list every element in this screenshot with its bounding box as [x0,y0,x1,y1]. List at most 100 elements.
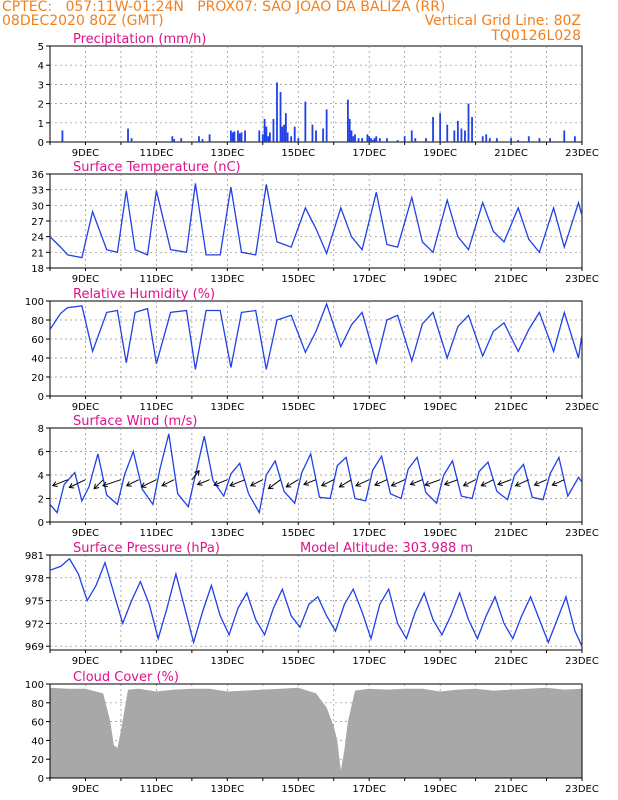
wind-arrow-head [303,480,309,486]
panel-rh: Relative Humidity (%) 0 20 40 60 80 100 9DEC 11D… [25,287,599,413]
x-tick-label: 17DEC [352,274,386,285]
panel-frame [49,45,583,143]
wind-arrow-shaft [515,479,530,487]
wind-arrow-head [125,481,132,487]
precip-bar [354,134,356,142]
x-tick-label: 19DEC [423,148,457,159]
y-tick-label: 18 [31,264,44,275]
precip-bar [233,131,236,142]
x-tick-label: 9DEC [72,402,99,413]
x-tick-label: 9DEC [72,656,99,667]
panel-title-temp: Surface Temperature (nC) [73,160,241,175]
y-tick-label: 100 [25,297,44,308]
y-tick-label: 1 [38,119,44,130]
x-tick-label: 17DEC [352,656,386,667]
precip-bar [171,136,174,142]
panel-title-wind: Surface Wind (m/s) [73,414,197,429]
wind-arrow-shaft [410,479,423,485]
precip-bar [279,92,282,142]
x-tick-label: 15DEC [281,402,315,413]
x-tick-label: 11DEC [140,528,174,539]
y-tick-label: 80 [31,699,44,710]
wind-arrow-shaft [191,470,200,481]
wind-arrow-shaft [52,479,68,487]
wind-arrow-shaft [374,479,388,486]
precip-bar [538,138,541,142]
y-tick-label: 80 [31,316,44,327]
panel-title-rh: Relative Humidity (%) [73,287,215,302]
x-tick-label: 9DEC [72,148,99,159]
x-tick-label: 21DEC [494,148,528,159]
x-tick-label: 23DEC [565,148,599,159]
x-tick-label: 23DEC [565,274,599,285]
x-tick-label: 11DEC [140,784,174,795]
precip-bar [403,136,406,142]
x-tick-label: 21DEC [494,656,528,667]
wind-arrow-head [161,481,168,487]
precip-bar [231,132,234,142]
x-tick-label: 11DEC [140,656,174,667]
precip-bar [366,134,369,142]
wind-arrow-shaft [161,479,175,487]
precip-bar [267,136,270,142]
precip-bar [130,138,133,142]
y-tick-label: 8 [38,424,44,435]
precip-bar [527,136,530,142]
y-tick-label: 0 [38,518,44,529]
y-tick-label: 5 [38,42,44,53]
wind-arrow-shaft [481,479,494,487]
precip-bar [517,140,520,142]
wind-arrow-head [338,482,345,488]
precip-bar [425,138,427,142]
x-tick-label: 17DEC [352,402,386,413]
wind-arrow-head [285,482,292,488]
wind-arrow-shaft [355,479,370,487]
precip-bar [352,136,355,142]
wind-arrow-head [101,481,108,488]
wind-arrow-shaft [321,479,334,487]
precip-bar [414,138,417,142]
x-tick-label: 23DEC [565,528,599,539]
y-tick-label: 60 [31,335,44,346]
wind-arrow-shaft [534,479,547,486]
precip-bar [549,138,551,142]
y-tick-label: 20 [31,373,44,384]
x-tick-label: 23DEC [565,784,599,795]
x-tick-label: 11DEC [140,274,174,285]
precip-bar [283,124,285,142]
x-tick-label: 13DEC [210,656,244,667]
y-tick-label: 40 [31,736,44,747]
wind-arrow-head [514,481,521,487]
x-tick-label: 13DEC [210,528,244,539]
wind-arrow-shaft [126,479,139,487]
panel-frame [49,554,583,651]
wind-arrow-head [229,481,236,487]
panel-press: Surface Pressure (hPa) Model Altitude: 30… [25,541,599,667]
wind-arrow-shaft [424,479,441,486]
wind-arrow-head [551,480,558,487]
wind-arrow-head [355,481,362,487]
precip-bar [456,120,459,142]
x-tick-label: 23DEC [565,402,599,413]
precip-bar [471,117,473,142]
precip-bar [378,138,381,142]
x-tick-label: 13DEC [210,274,244,285]
precip-bar [488,138,491,142]
precip-bar [276,82,278,142]
wind-arrow-shaft [102,479,122,487]
x-tick-label: 13DEC [210,148,244,159]
x-tick-label: 9DEC [72,784,99,795]
precip-bar [347,99,349,142]
y-tick-label: 4 [38,471,44,482]
x-tick-label: 9DEC [72,274,99,285]
precip-bar [311,124,314,142]
header-init-time: 08DEC2020 80Z (GMT) [2,13,164,29]
y-tick-label: 0 [38,392,44,403]
precip-bar [244,130,246,142]
y-tick-label: 981 [25,551,44,562]
panel-temp: Surface Temperature (nC) 18 21 24 27 30 33 36 9D… [31,160,599,285]
precip-bar [61,130,64,142]
precip-bar [370,138,372,142]
precip-bar [265,126,268,142]
wind-arrow-shaft [497,479,512,485]
